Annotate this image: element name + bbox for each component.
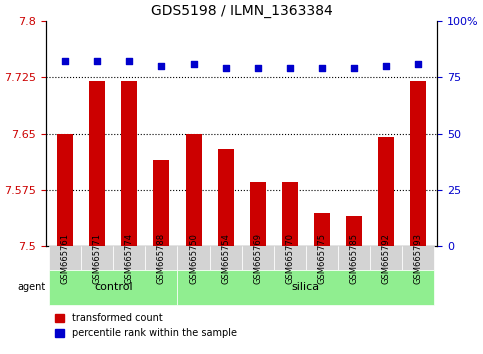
Text: GSM665774: GSM665774 <box>125 248 134 303</box>
Bar <box>89 81 105 246</box>
FancyBboxPatch shape <box>145 246 177 270</box>
Title: GDS5198 / ILMN_1363384: GDS5198 / ILMN_1363384 <box>151 4 333 18</box>
Text: GSM665775: GSM665775 <box>317 248 327 303</box>
FancyBboxPatch shape <box>370 246 402 270</box>
Bar <box>346 216 362 246</box>
Text: GSM665788: GSM665788 <box>157 233 166 284</box>
Point <box>222 65 229 71</box>
Text: GSM665775: GSM665775 <box>317 233 327 284</box>
FancyBboxPatch shape <box>81 246 114 270</box>
Text: GSM665793: GSM665793 <box>414 233 423 284</box>
Point <box>93 58 101 64</box>
FancyBboxPatch shape <box>274 246 306 270</box>
Text: GSM665793: GSM665793 <box>414 248 423 303</box>
Text: GSM665788: GSM665788 <box>157 248 166 303</box>
FancyBboxPatch shape <box>49 270 177 304</box>
Text: GSM665769: GSM665769 <box>253 248 262 303</box>
Point <box>254 65 262 71</box>
FancyBboxPatch shape <box>402 246 434 270</box>
Text: GSM665792: GSM665792 <box>382 233 391 284</box>
Bar <box>410 81 426 246</box>
Text: GSM665774: GSM665774 <box>125 233 134 284</box>
Bar <box>314 213 330 246</box>
Bar <box>282 182 298 246</box>
FancyBboxPatch shape <box>306 246 338 270</box>
FancyBboxPatch shape <box>49 246 81 270</box>
FancyBboxPatch shape <box>177 270 434 304</box>
Text: control: control <box>94 282 133 292</box>
FancyBboxPatch shape <box>114 246 145 270</box>
FancyBboxPatch shape <box>210 246 242 270</box>
Bar <box>154 160 170 246</box>
Text: GSM665770: GSM665770 <box>285 248 294 303</box>
Point <box>318 65 326 71</box>
Bar <box>57 133 73 246</box>
FancyBboxPatch shape <box>338 246 370 270</box>
Bar <box>121 81 137 246</box>
Text: GSM665771: GSM665771 <box>93 248 102 303</box>
Text: GSM665770: GSM665770 <box>285 233 294 284</box>
Legend: transformed count, percentile rank within the sample: transformed count, percentile rank withi… <box>51 309 241 342</box>
Point <box>157 63 165 69</box>
Point <box>190 61 198 66</box>
Text: agent: agent <box>18 282 46 292</box>
Text: GSM665754: GSM665754 <box>221 233 230 284</box>
Point <box>286 65 294 71</box>
Point <box>350 65 358 71</box>
Text: GSM665792: GSM665792 <box>382 248 391 303</box>
Text: GSM665761: GSM665761 <box>61 233 70 284</box>
Text: GSM665761: GSM665761 <box>61 248 70 303</box>
Bar <box>218 149 234 246</box>
Text: GSM665769: GSM665769 <box>253 233 262 284</box>
Point <box>414 61 422 66</box>
Text: silica: silica <box>292 282 320 292</box>
Text: GSM665771: GSM665771 <box>93 233 102 284</box>
Text: GSM665754: GSM665754 <box>221 248 230 303</box>
Text: GSM665785: GSM665785 <box>350 233 358 284</box>
Bar <box>378 137 394 246</box>
FancyBboxPatch shape <box>177 246 210 270</box>
Text: GSM665750: GSM665750 <box>189 233 198 284</box>
Point <box>126 58 133 64</box>
Text: GSM665785: GSM665785 <box>350 248 358 303</box>
Text: GSM665750: GSM665750 <box>189 248 198 303</box>
FancyBboxPatch shape <box>242 246 274 270</box>
Point <box>61 58 69 64</box>
Bar <box>185 133 201 246</box>
Point <box>382 63 390 69</box>
Bar <box>250 182 266 246</box>
